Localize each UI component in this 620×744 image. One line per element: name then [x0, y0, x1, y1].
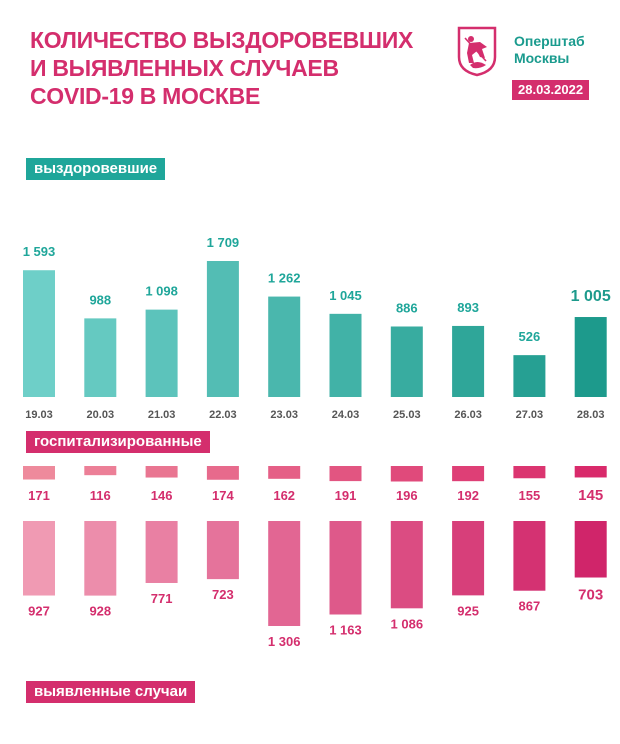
cases-value-27.03: 867	[519, 599, 541, 614]
cases-bar-19.03	[23, 521, 55, 596]
recovered-bar-28.03	[574, 317, 607, 397]
cases-value-22.03: 723	[212, 587, 234, 602]
cases-value-21.03: 771	[151, 591, 173, 606]
date-label-28.03: 28.03	[577, 409, 605, 421]
date-label-27.03: 27.03	[516, 409, 544, 421]
recovered-bar-24.03	[329, 313, 362, 397]
page-title: КОЛИЧЕСТВО ВЫЗДОРОВЕВШИХ И ВЫЯВЛЕННЫХ СЛ…	[30, 26, 413, 110]
cases-value-24.03: 1 163	[329, 623, 362, 638]
hospitalized-bar-19.03	[23, 466, 55, 480]
cases-bar-23.03	[268, 521, 301, 626]
hospitalized-bar-27.03	[513, 466, 546, 479]
brand-name: Оперштаб Москвы	[514, 33, 585, 67]
title-line-2: И ВЫЯВЛЕННЫХ СЛУЧАЕВ	[30, 55, 339, 81]
recovered-bar-26.03	[452, 325, 485, 397]
hospitalized-bar-25.03	[390, 466, 423, 482]
cases-bar-21.03	[145, 521, 178, 583]
hospitalized-value-21.03: 146	[151, 488, 173, 503]
cases-value-19.03: 927	[28, 604, 50, 619]
date-badge: 28.03.2022	[512, 80, 590, 100]
cases-bar-26.03	[452, 521, 485, 596]
recovered-value-24.03: 1 045	[329, 288, 362, 303]
hospitalized-bar-23.03	[268, 466, 301, 479]
cases-bar-25.03	[390, 521, 423, 609]
date-label-23.03: 23.03	[270, 409, 298, 421]
hospitalized-value-19.03: 171	[28, 488, 50, 503]
cases-value-28.03: 703	[578, 587, 603, 604]
date-label-24.03: 24.03	[332, 409, 360, 421]
hospitalized-bar-24.03	[329, 466, 362, 482]
recovered-value-20.03: 988	[89, 292, 111, 307]
date-label-25.03: 25.03	[393, 409, 421, 421]
cases-bar-28.03	[574, 521, 607, 578]
cases-bar-20.03	[84, 521, 117, 596]
recovered-bar-22.03	[206, 261, 239, 397]
title-line-1: КОЛИЧЕСТВО ВЫЗДОРОВЕВШИХ	[30, 27, 414, 53]
recovered-value-23.03: 1 262	[268, 271, 301, 286]
hospitalized-bar-20.03	[84, 466, 117, 476]
hospitalized-value-26.03: 192	[457, 488, 479, 503]
date-label-26.03: 26.03	[454, 409, 482, 421]
hospitalized-bar-26.03	[452, 466, 485, 482]
recovered-section-label: выздоровевшие	[26, 158, 166, 180]
title-line-3: COVID-19 В МОСКВЕ	[30, 83, 261, 109]
recovered-value-22.03: 1 709	[207, 235, 240, 250]
hospitalized-bar-21.03	[145, 466, 178, 478]
date-label-21.03: 21.03	[148, 409, 176, 421]
recovered-value-19.03: 1 593	[23, 244, 56, 259]
hospitalized-value-24.03: 191	[335, 488, 357, 503]
hospitalized-value-20.03: 116	[90, 488, 111, 503]
cases-bar-27.03	[513, 521, 546, 591]
hospitalized-value-23.03: 162	[273, 488, 295, 503]
hospitalized-value-28.03: 145	[578, 487, 603, 504]
moscow-coat-of-arms-icon	[457, 26, 497, 77]
recovered-bar-19.03	[23, 270, 55, 397]
recovered-bar-25.03	[390, 326, 423, 397]
brand-line-2: Москвы	[514, 50, 570, 66]
hospitalized-section-label: госпитализированные	[26, 431, 210, 453]
cases-section-label: выявленные случаи	[26, 681, 196, 703]
date-label-22.03: 22.03	[209, 409, 237, 421]
recovered-value-25.03: 886	[396, 300, 418, 315]
recovered-bar-23.03	[268, 296, 301, 397]
hospitalized-value-25.03: 196	[396, 488, 418, 503]
cases-value-25.03: 1 086	[391, 616, 424, 631]
hospitalized-value-27.03: 155	[519, 488, 541, 503]
recovered-value-21.03: 1 098	[145, 284, 178, 299]
recovered-value-28.03: 1 005	[571, 288, 611, 305]
recovered-bar-20.03	[84, 318, 117, 397]
cases-bar-24.03	[329, 521, 362, 615]
hospitalized-bar-28.03	[574, 466, 607, 478]
date-label-19.03: 19.03	[25, 409, 53, 421]
recovered-bar-21.03	[145, 309, 178, 397]
cases-value-26.03: 925	[457, 603, 479, 618]
cases-value-23.03: 1 306	[268, 634, 301, 649]
hospitalized-value-22.03: 174	[212, 488, 234, 503]
recovered-value-27.03: 526	[519, 329, 541, 344]
cases-bar-22.03	[206, 521, 239, 580]
hospitalized-bar-22.03	[206, 466, 239, 480]
cases-value-20.03: 928	[89, 604, 111, 619]
date-label-20.03: 20.03	[87, 409, 115, 421]
brand-line-1: Оперштаб	[514, 33, 585, 49]
recovered-bar-27.03	[513, 355, 546, 397]
recovered-value-26.03: 893	[457, 300, 479, 315]
